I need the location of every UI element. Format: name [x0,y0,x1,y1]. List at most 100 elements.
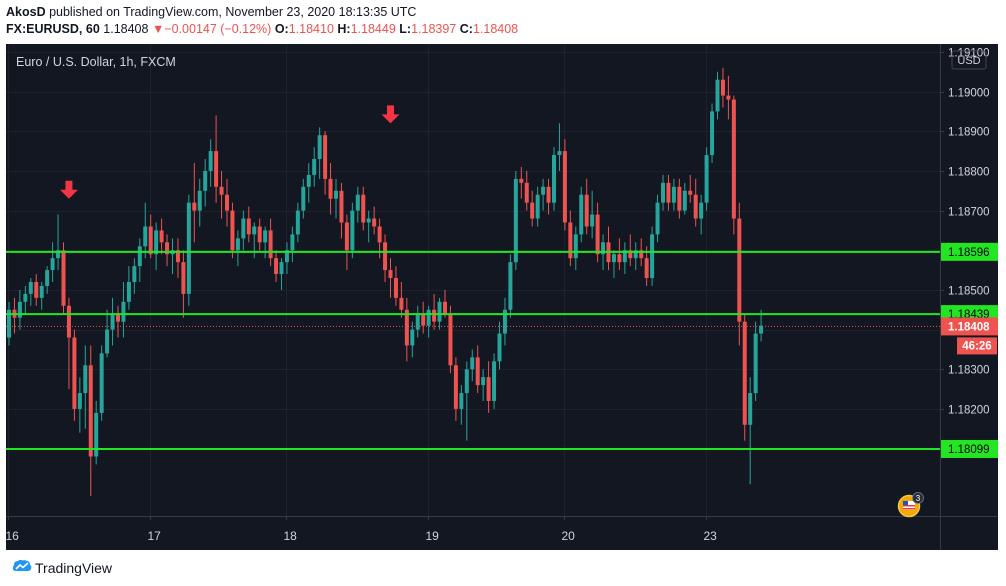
candle [519,178,524,183]
candle [410,329,415,346]
candle [655,202,660,235]
candle [573,234,578,259]
candle [584,194,589,227]
candle [666,182,671,203]
high-label: H: [337,22,351,36]
down-arrow-icon[interactable] [59,180,78,199]
candle [611,254,616,263]
candle [699,202,704,219]
candle [214,151,219,187]
candle [448,313,453,366]
candle [432,309,437,322]
candle [726,95,731,100]
candle [748,393,753,425]
chart-title: Euro / U.S. Dollar, 1h, FXCM [16,55,176,69]
time-axis[interactable] [6,516,998,550]
candle [508,262,513,310]
candle [415,313,420,330]
candle [116,313,120,322]
candle [361,194,366,223]
candle [443,301,447,314]
candle [633,250,638,259]
y-tick-label: 1.18500 [948,286,990,298]
level-tag [941,439,998,458]
candle [197,190,202,211]
x-tick-label: 23 [704,529,718,543]
currency-badge[interactable] [951,50,987,70]
candle [372,218,377,227]
candle [617,254,622,263]
candle [661,182,665,203]
candle [50,258,55,271]
candle [671,186,676,203]
candle [186,202,191,294]
candle [524,182,529,203]
candle [530,202,535,219]
candlestick-chart[interactable]: 1.181001.182001.183001.184001.185001.186… [0,44,1006,551]
open-value: 1.18410 [288,22,334,36]
candle [568,222,573,259]
footer: TradingView [0,551,1006,586]
last-price: 1.18408 [103,22,149,36]
author-name[interactable]: AkosD [6,5,46,19]
candle [241,218,246,239]
candle [459,393,464,409]
close-value: 1.18408 [472,22,519,36]
x-tick-label: 20 [562,529,576,543]
candle [704,155,709,203]
price-axis[interactable] [940,44,998,516]
plot-area [6,44,940,516]
candle [464,369,469,394]
candle [552,155,556,203]
candle [720,79,725,96]
candle [677,186,682,211]
change-arrow-icon: ▼ [151,22,165,36]
x-tick-label: 16 [6,529,20,543]
candle [421,313,426,326]
candle [203,170,208,191]
candle [263,230,268,243]
candle [132,266,137,282]
candle [682,190,687,211]
candle [143,226,148,247]
x-tick-label: 17 [148,529,162,543]
candle [235,238,240,251]
tradingview-brand[interactable]: TradingView [35,560,113,576]
candle [61,250,66,306]
tradingview-logo-icon[interactable] [12,559,32,575]
candle [45,270,50,286]
candle [301,186,306,211]
candle [393,278,398,298]
badge-count-bubble [912,492,924,504]
candle [639,250,644,259]
candle [225,194,229,211]
low-label: L: [399,22,412,36]
candle [175,250,180,263]
candle [753,333,758,394]
published-text: published on TradingView.com, November 2… [49,5,417,19]
candle [317,135,322,160]
high-value: 1.18449 [350,22,396,36]
down-arrow-icon[interactable] [381,105,400,124]
candle [274,258,279,275]
symbol-label: FX:EURUSD, 60 [6,22,100,36]
candle [312,159,317,175]
candle [34,281,39,298]
candle [66,305,71,338]
candle [39,285,44,298]
candle [437,301,442,322]
badge-count: 3 [916,494,921,503]
candle [470,357,475,370]
candle [710,111,715,156]
candle [257,226,262,243]
candle [475,357,480,386]
candle [94,412,99,457]
level-label: 1.18099 [948,444,990,456]
candle [7,309,11,338]
candle [535,194,540,219]
candle [644,258,649,279]
publish-line: AkosD published on TradingView.com, Nove… [6,5,416,19]
y-tick-label: 1.18300 [948,365,990,377]
candle [715,79,720,112]
x-tick-label: 19 [426,529,440,543]
